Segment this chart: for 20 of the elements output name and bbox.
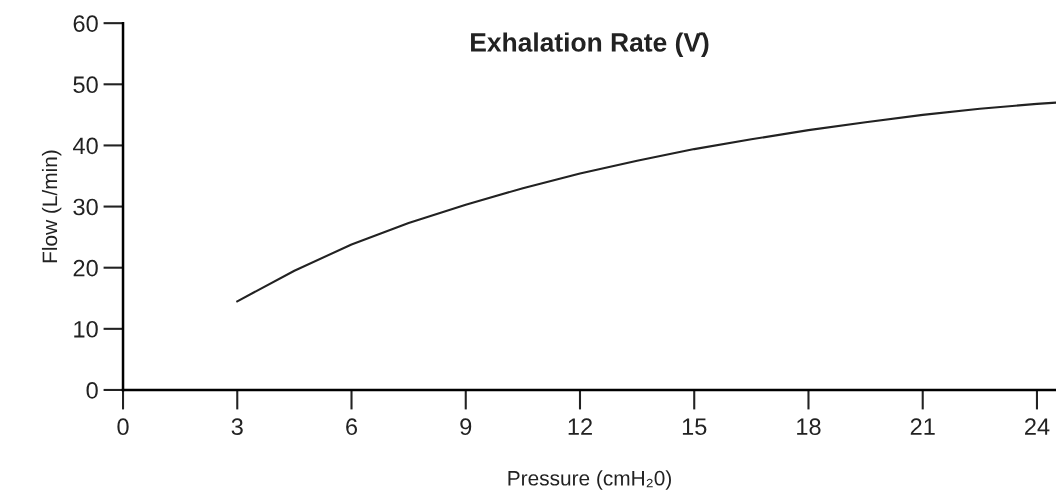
y-axis-title: Flow (L/min): [41, 150, 62, 263]
x-tick-label: 0: [117, 418, 129, 436]
y-tick-label: 20: [73, 259, 98, 277]
line-series: [236, 101, 1056, 303]
x-tick-label: 12: [568, 418, 592, 435]
x-tick-label: 18: [797, 418, 821, 436]
y-tick-label: 0: [86, 382, 98, 399]
y-tick-label: 50: [73, 76, 98, 94]
x-tick-label: 6: [346, 418, 358, 436]
y-tick-label: 40: [73, 137, 98, 155]
x-tick-label: 21: [910, 418, 935, 435]
y-tick-label: 10: [74, 320, 98, 338]
y-tick-label: 30: [73, 198, 98, 216]
x-tick-label: 24: [1025, 418, 1050, 435]
y-tick-label: 60: [73, 15, 98, 32]
x-tick-label: 9: [460, 418, 472, 436]
chart-title: Exhalation Rate (V̇): [471, 32, 709, 57]
x-tick-label: 3: [231, 418, 243, 436]
x-tick-label: 15: [682, 418, 707, 436]
x-axis-title: Pressure (cmH₂0): [508, 470, 671, 490]
